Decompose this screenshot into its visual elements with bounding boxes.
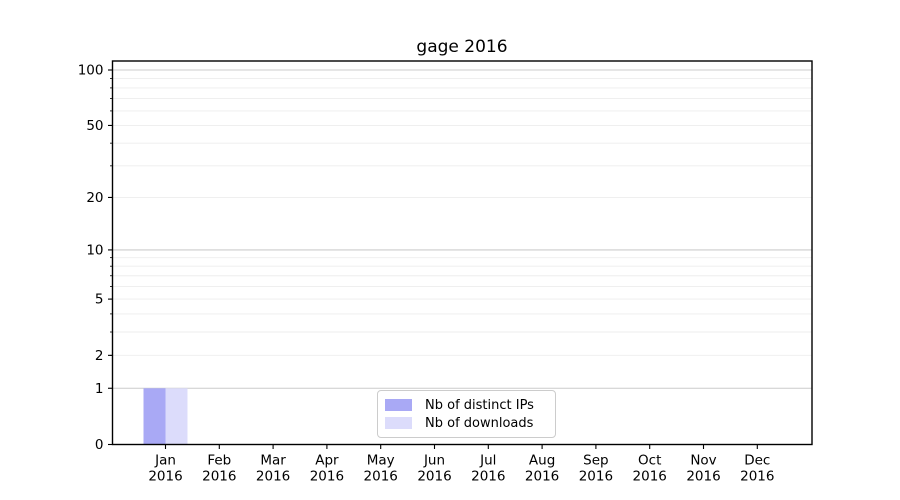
x-tick-label-month: Jun	[423, 453, 445, 469]
y-tick-label: 0	[95, 437, 104, 453]
x-tick-label-year: 2016	[310, 469, 344, 485]
x-tick-label-year: 2016	[686, 469, 720, 485]
x-tick-label-month: Nov	[690, 453, 716, 469]
legend-label-downloads: Nb of downloads	[425, 415, 534, 431]
x-tick-label-month: Jan	[154, 453, 176, 469]
x-tick-label-month: Feb	[207, 453, 231, 469]
x-tick-label-year: 2016	[471, 469, 505, 485]
bar-nb-of-downloads-jan	[165, 388, 188, 445]
x-tick-label-month: Mar	[260, 453, 286, 469]
chart-title: gage 2016	[416, 37, 508, 57]
legend-swatch-distinct-ips	[385, 399, 412, 411]
legend-item-downloads: Nb of downloads	[385, 416, 547, 431]
x-tick-label-month: Sep	[583, 453, 608, 469]
y-tick-label: 20	[86, 190, 103, 206]
y-tick-label: 1	[95, 381, 104, 397]
x-tick-label-month: May	[367, 453, 395, 469]
legend-swatch-downloads	[385, 417, 412, 429]
x-tick-label-year: 2016	[633, 469, 667, 485]
y-tick-label: 50	[86, 118, 103, 134]
x-tick-label-month: Apr	[315, 453, 339, 469]
x-tick-label-month: Oct	[638, 453, 661, 469]
y-tick-label: 5	[95, 292, 104, 308]
y-tick-label: 100	[78, 63, 104, 79]
x-tick-label-year: 2016	[525, 469, 559, 485]
x-tick-label-year: 2016	[579, 469, 613, 485]
x-tick-label-month: Aug	[529, 453, 555, 469]
x-tick-label-year: 2016	[256, 469, 290, 485]
x-tick-label-year: 2016	[148, 469, 182, 485]
x-tick-label-year: 2016	[417, 469, 451, 485]
legend-label-distinct-ips: Nb of distinct IPs	[425, 397, 534, 413]
x-tick-label-year: 2016	[364, 469, 398, 485]
y-tick-label: 10	[86, 242, 103, 258]
bar-nb-of-distinct-ips-jan	[143, 388, 166, 445]
y-tick-label: 2	[95, 348, 104, 364]
x-tick-label-month: Jul	[479, 453, 496, 469]
legend-item-distinct-ips: Nb of distinct IPs	[385, 398, 547, 413]
axes-border	[111, 60, 813, 446]
x-tick-label-month: Dec	[744, 453, 770, 469]
x-tick-label-year: 2016	[740, 469, 774, 485]
x-tick-label-year: 2016	[202, 469, 236, 485]
legend: Nb of distinct IPs Nb of downloads	[377, 390, 556, 438]
